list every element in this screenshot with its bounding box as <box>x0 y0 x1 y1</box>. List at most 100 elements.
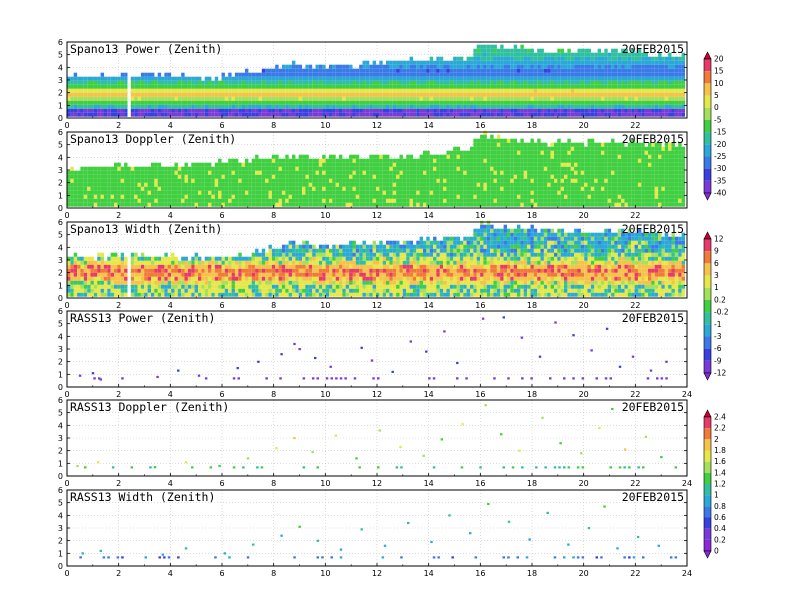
data-cell <box>517 77 520 81</box>
data-cell <box>527 105 530 109</box>
data-cell <box>440 85 443 89</box>
data-cell <box>430 97 433 101</box>
data-cell <box>393 105 396 109</box>
data-cell <box>423 191 426 195</box>
data-cell <box>141 105 144 109</box>
data-cell <box>507 101 510 105</box>
data-cell <box>561 57 564 61</box>
data-cell <box>500 49 503 53</box>
data-cell <box>621 101 624 105</box>
data-cell <box>114 77 117 81</box>
data-cell <box>158 195 161 199</box>
data-cell <box>447 163 450 167</box>
data-cell <box>393 73 396 77</box>
data-cell <box>413 183 416 187</box>
data-cell <box>477 143 480 147</box>
data-cell <box>91 77 94 81</box>
data-cell <box>567 151 570 155</box>
data-cell <box>517 143 520 147</box>
data-cell <box>672 109 675 113</box>
data-cell <box>672 191 675 195</box>
data-cell <box>423 183 426 187</box>
data-cell <box>611 151 614 155</box>
data-cell <box>379 199 382 203</box>
data-cell <box>655 113 658 117</box>
data-cell <box>258 195 261 199</box>
data-cell <box>70 113 73 117</box>
data-cell <box>114 81 117 85</box>
data-cell <box>473 139 476 143</box>
data-cell <box>436 65 439 69</box>
data-cell <box>201 191 204 195</box>
data-cell <box>631 65 634 69</box>
data-cell <box>302 183 305 187</box>
data-cell <box>527 187 530 191</box>
data-cell <box>420 113 423 117</box>
data-cell <box>531 93 534 97</box>
data-cell <box>107 81 110 85</box>
data-cell <box>588 93 591 97</box>
data-cell <box>494 89 497 93</box>
data-cell <box>430 179 433 183</box>
data-cell <box>571 77 574 81</box>
data-cell <box>668 61 671 65</box>
data-cell <box>601 85 604 89</box>
data-cell <box>289 203 292 207</box>
data-cell <box>238 171 241 175</box>
data-cell <box>433 191 436 195</box>
data-cell <box>332 105 335 109</box>
data-cell <box>658 61 661 65</box>
data-cell <box>584 85 587 89</box>
data-cell <box>188 191 191 195</box>
data-cell <box>101 175 104 179</box>
data-cell <box>332 113 335 117</box>
data-cell <box>279 77 282 81</box>
data-cell <box>638 191 641 195</box>
data-cell <box>638 159 641 163</box>
data-cell <box>578 187 581 191</box>
data-cell <box>319 175 322 179</box>
data-cell <box>258 109 261 113</box>
data-cell <box>342 101 345 105</box>
data-cell <box>598 57 601 61</box>
data-cell <box>269 105 272 109</box>
data-cell <box>282 73 285 77</box>
data-cell <box>655 179 658 183</box>
data-cell <box>309 113 312 117</box>
data-cell <box>675 89 678 93</box>
data-cell <box>625 191 628 195</box>
data-cell <box>101 183 104 187</box>
data-cell <box>77 109 80 113</box>
data-cell <box>322 69 325 73</box>
data-cell <box>638 101 641 105</box>
data-cell <box>235 203 238 207</box>
data-cell <box>668 101 671 105</box>
data-cell <box>527 113 530 117</box>
data-cell <box>517 53 520 57</box>
data-cell <box>554 159 557 163</box>
data-cell <box>369 187 372 191</box>
data-cell <box>554 195 557 199</box>
data-cell <box>497 49 500 53</box>
data-cell <box>514 147 517 151</box>
data-cell <box>524 49 527 53</box>
data-cell <box>500 159 503 163</box>
data-cell <box>383 69 386 73</box>
data-cell <box>80 77 83 81</box>
data-cell <box>588 73 591 77</box>
data-cell <box>554 77 557 81</box>
data-cell <box>571 191 574 195</box>
data-cell <box>208 97 211 101</box>
data-cell <box>628 57 631 61</box>
data-cell <box>500 113 503 117</box>
data-cell <box>312 171 315 175</box>
data-cell <box>101 89 104 93</box>
data-cell <box>463 159 466 163</box>
data-cell <box>457 89 460 93</box>
data-cell <box>463 179 466 183</box>
data-cell <box>406 73 409 77</box>
data-cell <box>171 179 174 183</box>
data-cell <box>601 143 604 147</box>
data-cell <box>363 105 366 109</box>
data-cell <box>641 195 644 199</box>
